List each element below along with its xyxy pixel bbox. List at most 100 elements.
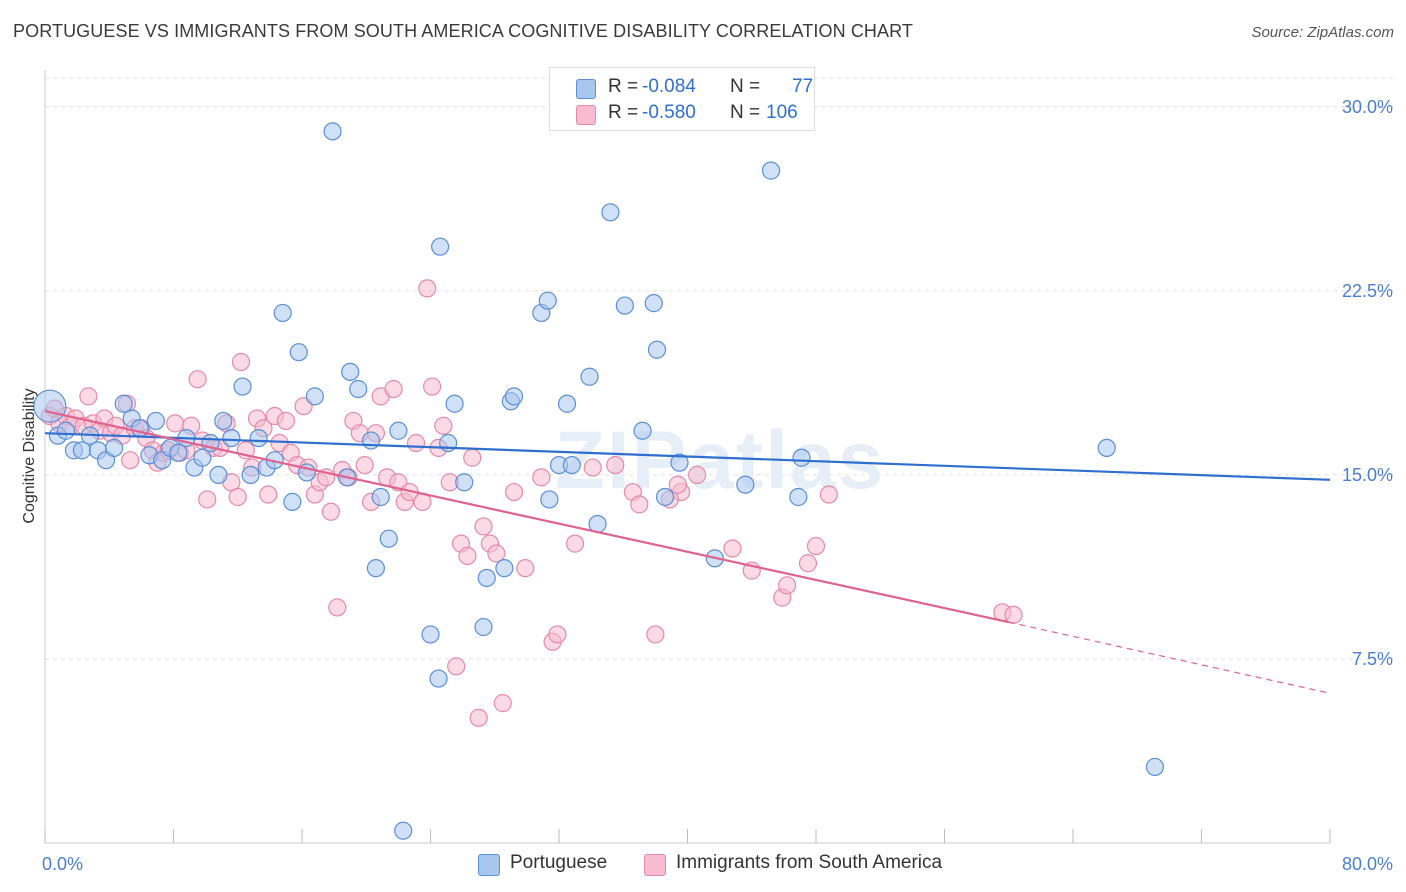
immigrants-point [166, 414, 185, 433]
portuguese-point [431, 237, 450, 256]
x-tick-label: 80.0% [1342, 854, 1393, 874]
portuguese-point [209, 465, 228, 485]
portuguese-point [601, 203, 620, 222]
portuguese-point [429, 669, 448, 688]
portuguese-point [169, 443, 188, 462]
immigrants-point [819, 485, 838, 504]
x-tick-label: 0.0% [42, 854, 83, 874]
immigrants-trend-line [44, 410, 1009, 624]
portuguese-point [222, 428, 241, 448]
immigrants-point [646, 625, 665, 644]
portuguese-point [146, 411, 165, 431]
y-tick-label: 30.0% [1342, 97, 1393, 117]
portuguese-point [104, 438, 124, 458]
portuguese-point [644, 294, 663, 313]
immigrants-point [384, 379, 403, 399]
immigrants-point [723, 539, 742, 558]
immigrants-point [328, 598, 347, 617]
portuguese-point [538, 291, 557, 310]
legend-n-label: N = [730, 76, 761, 97]
portuguese-point [114, 394, 133, 413]
portuguese-point [305, 387, 324, 406]
portuguese-point [1097, 438, 1116, 458]
immigrants-point [630, 495, 649, 514]
legend-swatch-pink [644, 854, 666, 876]
immigrants-point [798, 554, 818, 573]
immigrants-point [532, 468, 551, 487]
legend-swatch-pink [576, 105, 596, 125]
portuguese-point [557, 394, 577, 413]
portuguese-point [789, 487, 808, 507]
portuguese-point [361, 431, 381, 450]
legend-item-label: Portuguese [510, 852, 608, 873]
immigrants-point [434, 416, 453, 435]
portuguese-point [670, 453, 689, 472]
immigrants-point [447, 657, 466, 676]
portuguese-point [33, 389, 67, 423]
portuguese-point [474, 617, 493, 637]
portuguese-point [455, 473, 474, 492]
portuguese-point [421, 625, 440, 644]
legend-n-value: 77 [792, 76, 814, 97]
portuguese-point [495, 559, 514, 578]
immigrants-point [198, 490, 217, 509]
portuguese-point [341, 362, 360, 381]
immigrants-point [668, 475, 687, 494]
portuguese-trend-line [44, 432, 1331, 481]
immigrants-point [777, 576, 797, 595]
portuguese-point [736, 475, 755, 494]
y-tick-label: 22.5% [1342, 281, 1393, 301]
portuguese-point [615, 296, 634, 315]
immigrants-point [474, 517, 493, 536]
immigrants-point [79, 387, 98, 406]
correlation-legend: R = -0.084 N = 77 R = -0.580 N = 106 [549, 67, 815, 131]
portuguese-point [445, 394, 464, 413]
legend-r-label: R = [608, 76, 639, 97]
portuguese-point [1145, 757, 1165, 777]
immigrants-point [228, 487, 247, 507]
immigrants-point [231, 352, 251, 372]
portuguese-point [792, 448, 811, 467]
legend-n-label: N = [730, 102, 761, 123]
portuguese-point [562, 455, 581, 475]
portuguese-point [394, 821, 413, 840]
portuguese-point [249, 428, 268, 448]
portuguese-point [371, 487, 390, 507]
immigrants-point [188, 370, 207, 389]
legend-swatch-blue [478, 854, 500, 876]
portuguese-point [193, 448, 212, 467]
legend-item-label: Immigrants from South America [676, 852, 943, 873]
immigrants-point [355, 455, 374, 475]
immigrants-point [276, 411, 296, 431]
portuguese-point [233, 377, 252, 396]
chart-title: PORTUGUESE VS IMMIGRANTS FROM SOUTH AMER… [13, 21, 913, 41]
portuguese-point [283, 492, 302, 511]
immigrants-point [516, 559, 535, 578]
legend-n-value: 106 [766, 102, 798, 123]
portuguese-point [633, 421, 652, 440]
immigrants-point [806, 536, 826, 556]
portuguese-point [273, 303, 292, 323]
portuguese-point [366, 559, 385, 578]
immigrants-point [487, 544, 506, 563]
portuguese-point [504, 387, 524, 406]
immigrants-point [406, 433, 426, 453]
legend-r-value: -0.580 [642, 102, 696, 123]
portuguese-point [379, 529, 398, 548]
immigrants-point [423, 377, 442, 396]
portuguese-point [349, 379, 368, 399]
portuguese-point [241, 465, 260, 485]
immigrants-point [418, 279, 437, 298]
portuguese-point [214, 411, 233, 431]
immigrants-point [493, 694, 512, 713]
portuguese-point [323, 122, 342, 141]
portuguese-point [647, 340, 667, 359]
immigrants-point [583, 458, 602, 477]
source-label: Source: ZipAtlas.com [1251, 24, 1394, 41]
immigrants-point [504, 482, 524, 502]
portuguese-point [761, 161, 781, 180]
immigrants-trend-extension [1008, 621, 1331, 694]
portuguese-point [540, 490, 559, 509]
immigrants-point [606, 455, 625, 475]
portuguese-point [56, 421, 75, 440]
